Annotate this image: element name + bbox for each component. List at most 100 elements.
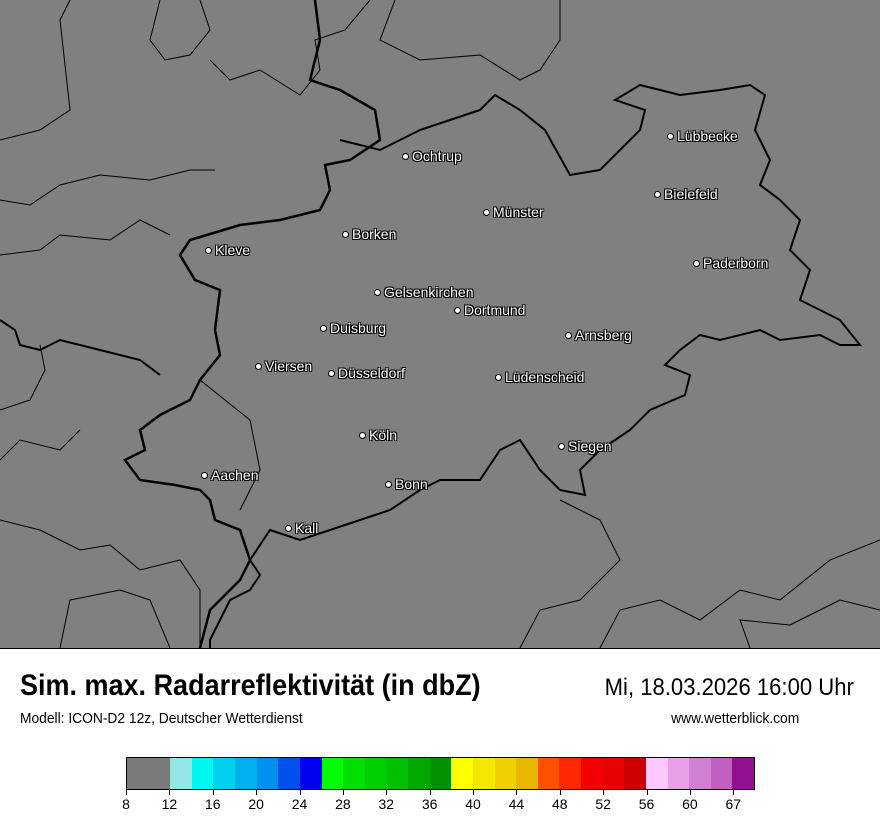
tick-mark [603, 790, 605, 795]
city-dot-icon [454, 306, 461, 314]
city-marker: Lübbecke [667, 128, 738, 144]
city-label: Duisburg [330, 320, 387, 336]
city-dot-icon [205, 246, 212, 254]
tick-mark [689, 790, 691, 795]
color-swatch [408, 758, 430, 789]
tick-mark [212, 790, 214, 795]
city-marker: Arnsberg [565, 327, 632, 343]
city-marker: Gelsenkirchen [374, 284, 474, 300]
tick-mark [646, 790, 648, 795]
color-scale-ticks: 8 12 16 20 24 28 32 36 40 44 48 52 56 60 67 [122, 790, 755, 820]
city-label: Münster [493, 204, 544, 220]
city-label: Borken [352, 226, 397, 242]
city-label: Gelsenkirchen [384, 284, 474, 300]
city-dot-icon [201, 471, 208, 479]
tick-label: 52 [595, 796, 611, 812]
city-marker: Düsseldorf [328, 365, 405, 381]
tick-label: 36 [421, 796, 438, 812]
tick-label: 28 [335, 796, 351, 812]
model-source: Modell: ICON-D2 12z, Deutscher Wetterdie… [20, 710, 303, 727]
color-swatch [299, 758, 322, 789]
city-dot-icon [565, 331, 572, 339]
color-swatch [191, 758, 214, 789]
tick-mark [299, 790, 301, 795]
city-label: Arnsberg [575, 327, 632, 343]
color-swatch [602, 758, 625, 789]
color-swatch [472, 758, 495, 789]
color-swatch [213, 758, 236, 789]
color-swatch [170, 758, 192, 789]
color-swatch [429, 758, 452, 789]
color-scale-bar [126, 757, 755, 790]
map-title: Sim. max. Radarreflektivität (in dbZ) [20, 669, 481, 702]
color-swatch [645, 758, 668, 789]
tick-mark [126, 790, 127, 795]
city-dot-icon [558, 442, 565, 450]
city-marker: Borken [342, 226, 397, 242]
color-swatch [494, 758, 517, 789]
tick-label: 32 [378, 796, 395, 812]
city-dot-icon [667, 132, 674, 140]
color-swatch [624, 758, 646, 789]
city-label: Kleve [215, 242, 251, 258]
city-label: Siegen [568, 438, 612, 454]
city-marker: Duisburg [320, 320, 387, 336]
tick-label: 60 [682, 796, 698, 812]
color-swatch [343, 758, 365, 789]
color-swatch [256, 758, 279, 789]
color-swatch [235, 758, 257, 789]
city-label: Düsseldorf [338, 365, 405, 381]
city-label: Ochtrup [412, 148, 462, 164]
city-marker: Kall [285, 520, 319, 536]
city-label: Lübbecke [677, 128, 738, 144]
city-marker: Lüdenscheid [495, 369, 585, 385]
national-border [123, 0, 382, 648]
tick-label: 16 [204, 796, 221, 812]
color-swatch [516, 758, 538, 789]
city-marker: Bonn [385, 476, 428, 492]
tick-label: 8 [122, 796, 130, 812]
city-label: Aachen [211, 467, 259, 483]
color-swatch [364, 758, 387, 789]
city-dot-icon [483, 208, 490, 216]
tick-label: 44 [508, 796, 525, 812]
city-dot-icon [342, 230, 349, 238]
color-swatch [537, 758, 560, 789]
city-label: Dortmund [464, 302, 526, 318]
city-marker: Aachen [201, 467, 259, 483]
tick-label: 67 [725, 796, 742, 812]
city-marker: Bielefeld [654, 186, 718, 202]
tick-label: 12 [161, 796, 178, 812]
forecast-datetime: Mi, 18.03.2026 16:00 Uhr [604, 674, 854, 701]
color-swatch [732, 758, 755, 789]
color-swatch [451, 758, 473, 789]
city-dot-icon [654, 190, 661, 198]
tick-mark [429, 790, 431, 795]
tick-mark [169, 790, 171, 795]
city-marker: Münster [483, 204, 544, 220]
city-dot-icon [495, 373, 502, 381]
city-label: Bielefeld [664, 186, 718, 202]
city-dot-icon [374, 288, 381, 296]
city-dot-icon [693, 259, 700, 267]
city-dot-icon [320, 324, 327, 332]
city-label: Lüdenscheid [505, 369, 585, 385]
tick-mark [473, 790, 475, 795]
city-label: Paderborn [703, 255, 769, 271]
tick-mark [256, 790, 258, 795]
tick-mark [733, 790, 735, 795]
city-dot-icon [328, 369, 335, 377]
city-marker: Dortmund [454, 302, 526, 318]
color-swatch [667, 758, 690, 789]
color-swatch [559, 758, 582, 789]
city-label: Köln [369, 427, 398, 443]
website-link[interactable]: www.wetterblick.com [670, 710, 799, 727]
tick-label: 48 [551, 796, 568, 812]
city-label: Kall [295, 520, 319, 536]
tick-label: 40 [465, 796, 481, 812]
color-swatch [689, 758, 711, 789]
city-dot-icon [255, 362, 262, 370]
city-marker: Siegen [558, 438, 612, 454]
tick-mark [559, 790, 561, 795]
